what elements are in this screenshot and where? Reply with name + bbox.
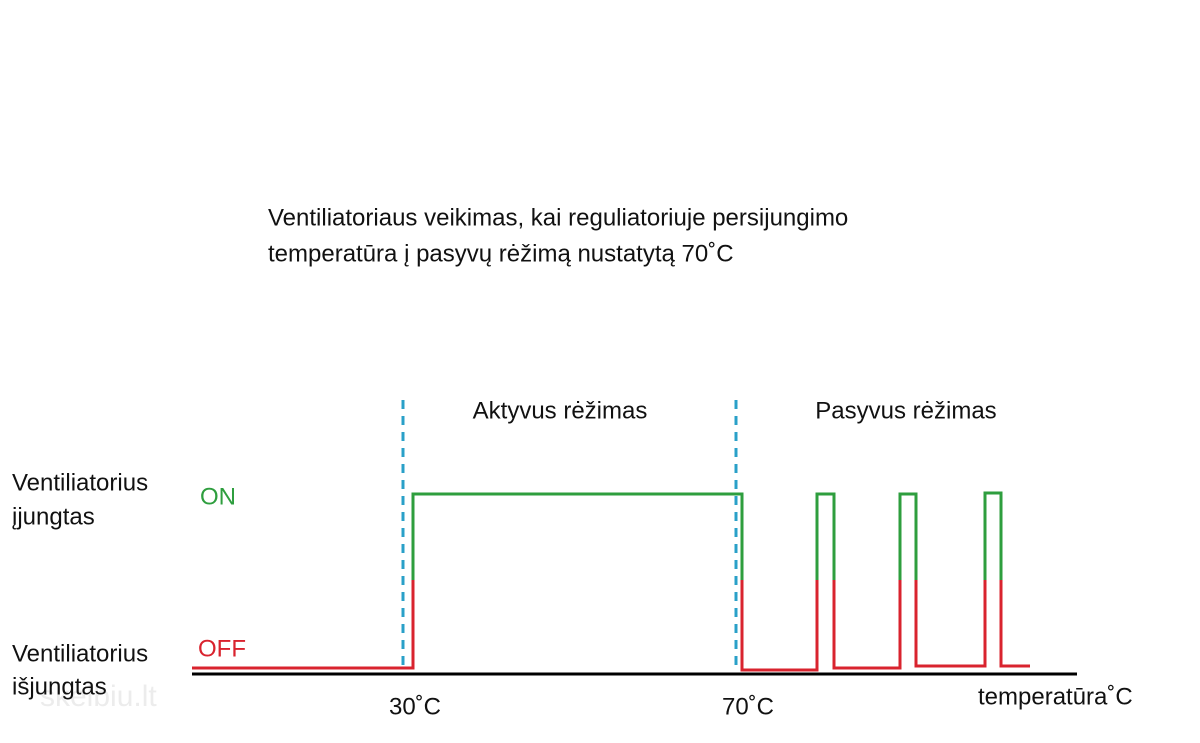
state-label: išjungtas: [12, 673, 107, 700]
title-line: temperatūra į pasyvų rėžimą nustatytą 70…: [268, 240, 734, 267]
state-label: įjungtas: [12, 503, 95, 530]
state-level: ON: [200, 483, 236, 510]
state-label: Ventiliatorius: [12, 469, 148, 496]
mode-label: Aktyvus rėžimas: [473, 397, 648, 424]
mode-label: Pasyvus rėžimas: [815, 397, 996, 424]
off-signal: [192, 580, 1030, 672]
tick-label: 30˚C: [389, 693, 441, 720]
tick-label: 70˚C: [722, 693, 774, 720]
axis-label: temperatūra˚C: [978, 683, 1133, 710]
state-label: Ventiliatorius: [12, 640, 148, 667]
on-signal: [411, 491, 1003, 580]
state-level: OFF: [198, 635, 246, 662]
watermark: skelbiu.lt: [40, 680, 157, 713]
title-line: Ventiliatoriaus veikimas, kai reguliator…: [268, 204, 848, 231]
